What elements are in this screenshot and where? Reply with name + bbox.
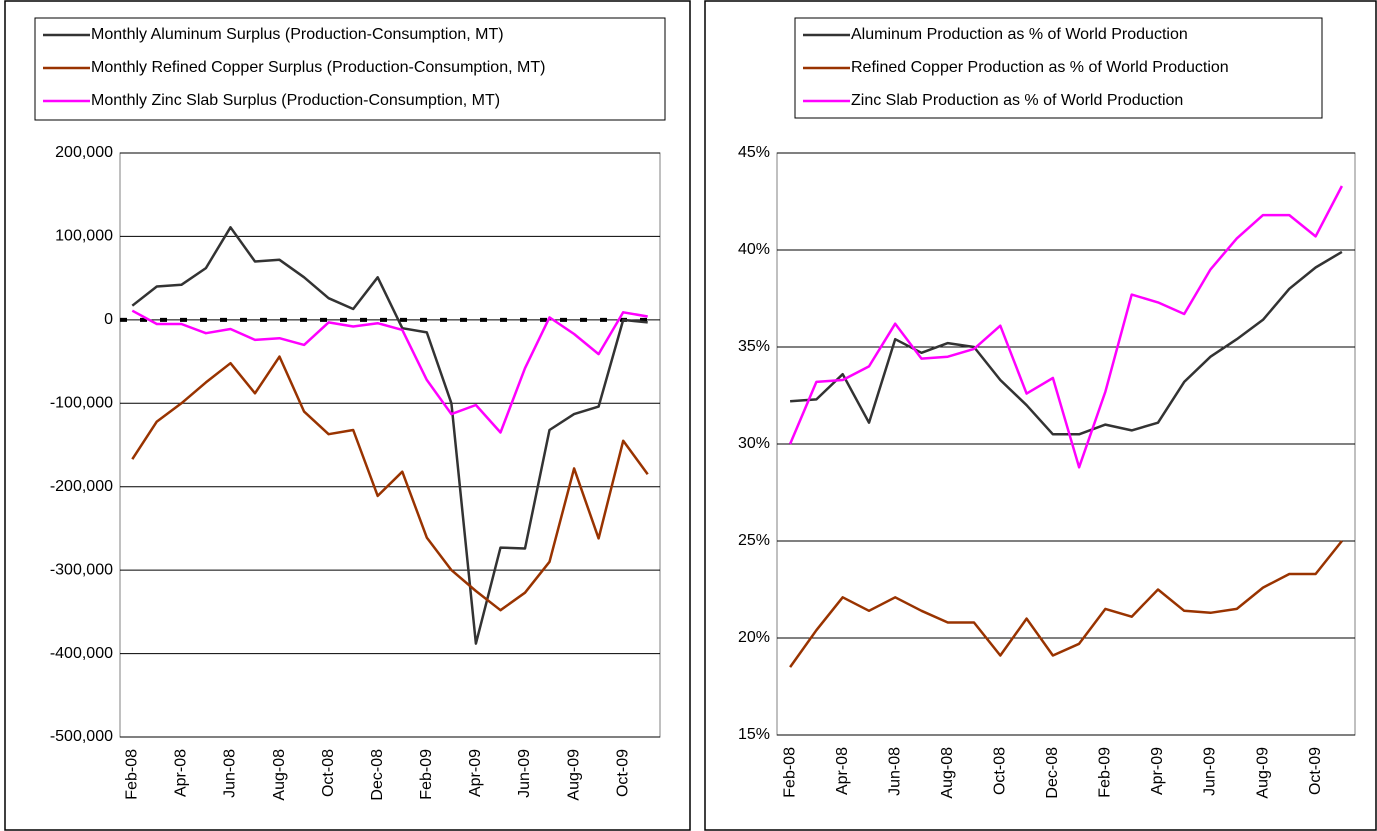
x-tick-label: Jun-08: [222, 749, 239, 798]
legend-box: [794, 17, 1323, 119]
x-tick-label: Oct-08: [320, 749, 337, 797]
x-tick-label: Feb-08: [123, 749, 140, 800]
series-line: [131, 355, 649, 612]
series-line: [789, 540, 1343, 668]
y-tick-label: -500,000: [50, 728, 113, 745]
series-line: [790, 250, 1343, 436]
x-tick-label: Feb-09: [418, 749, 435, 800]
y-tick-label: 40%: [738, 241, 770, 258]
y-tick-label: 0: [104, 311, 113, 328]
legend-label: Monthly Aluminum Surplus (Production-Con…: [91, 26, 504, 43]
y-tick-label: 35%: [738, 338, 770, 355]
x-tick-label: Apr-09: [467, 749, 484, 797]
x-tick-label: Apr-08: [173, 749, 190, 797]
x-tick-label: Oct-09: [1307, 747, 1324, 795]
y-tick-label: -300,000: [50, 561, 113, 578]
y-tick-label: -100,000: [50, 395, 113, 412]
series-line: [788, 185, 1344, 469]
x-tick-label: Apr-08: [834, 747, 851, 795]
x-tick-label: Aug-09: [565, 749, 582, 801]
y-tick-label: -200,000: [50, 478, 113, 495]
y-tick-label: 100,000: [55, 228, 113, 245]
y-tick-label: 15%: [738, 726, 770, 743]
y-tick-label: -400,000: [50, 645, 113, 662]
x-tick-label: Feb-08: [781, 747, 798, 798]
plot-area: [119, 152, 661, 738]
x-tick-label: Jun-09: [516, 749, 533, 798]
x-tick-label: Jun-09: [1202, 747, 1219, 796]
legend-label: Monthly Refined Copper Surplus (Producti…: [91, 59, 545, 76]
legend-label: Aluminum Production as % of World Produc…: [851, 26, 1188, 43]
x-tick-label: Aug-08: [271, 749, 288, 801]
x-tick-label: Jun-08: [886, 747, 903, 796]
legend-label: Monthly Zinc Slab Surplus (Production-Co…: [91, 92, 500, 109]
legend-box: [34, 17, 666, 121]
y-tick-label: 20%: [738, 629, 770, 646]
x-tick-label: Feb-09: [1097, 747, 1114, 798]
y-tick-label: 200,000: [55, 144, 113, 161]
legend-label: Zinc Slab Production as % of World Produ…: [851, 92, 1183, 109]
legend-label: Refined Copper Production as % of World …: [851, 59, 1229, 76]
x-tick-label: Dec-08: [1044, 747, 1061, 799]
x-tick-label: Oct-08: [992, 747, 1009, 795]
x-tick-label: Oct-09: [614, 749, 631, 797]
y-tick-label: 25%: [738, 532, 770, 549]
series-line: [131, 309, 648, 434]
x-tick-label: Apr-09: [1149, 747, 1166, 795]
x-tick-label: Aug-09: [1254, 747, 1271, 799]
y-tick-label: 30%: [738, 435, 770, 452]
series-line: [131, 226, 648, 645]
x-tick-label: Dec-08: [369, 749, 386, 801]
x-tick-label: Aug-08: [939, 747, 956, 799]
y-tick-label: 45%: [738, 144, 770, 161]
